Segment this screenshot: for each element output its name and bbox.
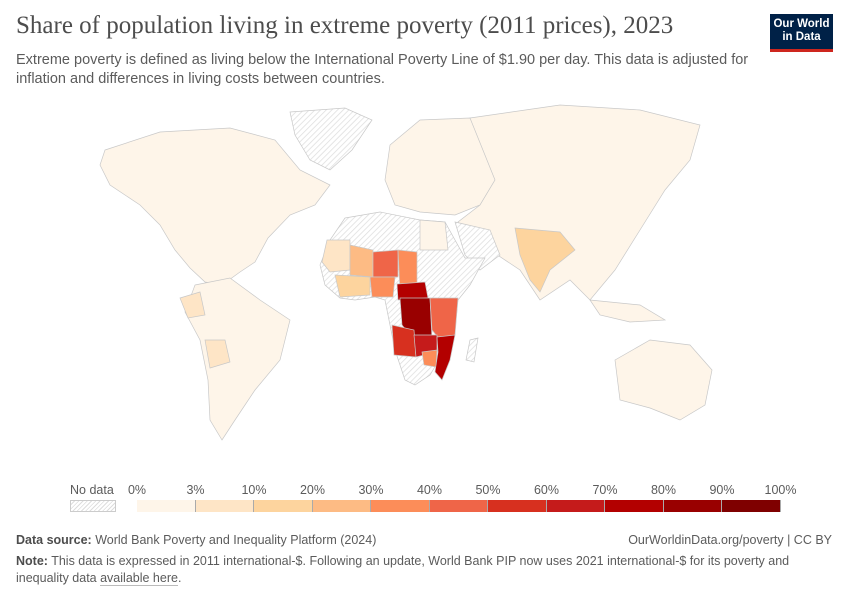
region-coastal-west[interactable] <box>334 274 371 298</box>
source-text: World Bank Poverty and Inequality Platfo… <box>95 533 377 547</box>
legend-tick-label: 50% <box>475 483 501 497</box>
legend-bin-0[interactable] <box>137 500 196 512</box>
legend-bin-3[interactable] <box>312 500 371 512</box>
legend-tick-label: 90% <box>709 483 735 497</box>
legend-tick-label: 80% <box>650 483 677 497</box>
region-west-africa[interactable] <box>321 239 351 273</box>
legend-bin-4[interactable] <box>371 500 430 512</box>
available-here-link[interactable]: available here <box>100 571 178 586</box>
source-label: Data source: <box>16 533 92 547</box>
region-north-america[interactable] <box>99 127 331 286</box>
region-madagascar[interactable] <box>465 337 479 363</box>
legend-tick-label: 60% <box>533 483 560 497</box>
region-colombia[interactable] <box>179 291 206 319</box>
region-angola[interactable] <box>391 324 417 358</box>
note: Note: This data is expressed in 2011 int… <box>16 553 826 587</box>
credit-link[interactable]: OurWorldinData.org/poverty | CC BY <box>628 533 832 547</box>
region-australia[interactable] <box>614 339 713 421</box>
legend-tick-label: 20% <box>299 483 326 497</box>
region-nigeria[interactable] <box>369 276 396 298</box>
note-label: Note: <box>16 554 48 568</box>
legend-no-data-swatch[interactable] <box>70 500 116 512</box>
note-end: . <box>177 571 182 585</box>
logo-line-2: in Data <box>782 31 821 43</box>
region-middle-east[interactable] <box>454 221 501 271</box>
legend-tick-label: 30% <box>358 483 384 497</box>
legend-tick-label: 3% <box>186 483 205 497</box>
region-niger[interactable] <box>372 249 399 278</box>
region-zimbabwe[interactable] <box>421 349 438 368</box>
region-greenland[interactable] <box>289 107 373 171</box>
logo-line-1: Our World <box>773 18 830 30</box>
region-india[interactable] <box>514 227 576 293</box>
legend-bin-6[interactable] <box>488 500 547 512</box>
legend-bin-2[interactable] <box>254 500 313 512</box>
owid-logo[interactable]: Our World in Data <box>770 14 833 52</box>
data-source: Data source: World Bank Poverty and Ineq… <box>16 533 376 547</box>
note-text: This data is expressed in 2011 internati… <box>16 554 790 585</box>
legend-no-data-label: No data <box>70 483 114 497</box>
region-mozambique[interactable] <box>434 334 456 381</box>
legend-tick-label: 100% <box>764 483 797 497</box>
legend-bin-5[interactable] <box>429 500 488 512</box>
world-map[interactable] <box>0 100 850 480</box>
legend-bin-9[interactable] <box>663 500 722 512</box>
legend-bin-8[interactable] <box>605 500 664 512</box>
region-mali[interactable] <box>349 244 374 278</box>
region-egypt[interactable] <box>419 219 449 251</box>
subtitle: Extreme poverty is defined as living bel… <box>16 52 749 87</box>
legend-tick-label: 40% <box>416 483 443 497</box>
legend-color-bar <box>137 500 781 512</box>
region-car[interactable] <box>396 281 429 301</box>
legend-tick-label: 10% <box>241 483 267 497</box>
region-se-asia-islands[interactable] <box>589 299 667 323</box>
legend-tick-label: 70% <box>592 483 618 497</box>
legend-bin-7[interactable] <box>546 500 605 512</box>
legend-bin-10[interactable] <box>722 500 781 512</box>
region-asia[interactable] <box>457 104 701 301</box>
region-south-america[interactable] <box>184 277 291 441</box>
legend-bin-1[interactable] <box>195 500 254 512</box>
page-title: Share of population living in extreme po… <box>16 12 674 39</box>
legend-tick-label: 0% <box>127 483 147 497</box>
region-bolivia[interactable] <box>204 339 231 369</box>
